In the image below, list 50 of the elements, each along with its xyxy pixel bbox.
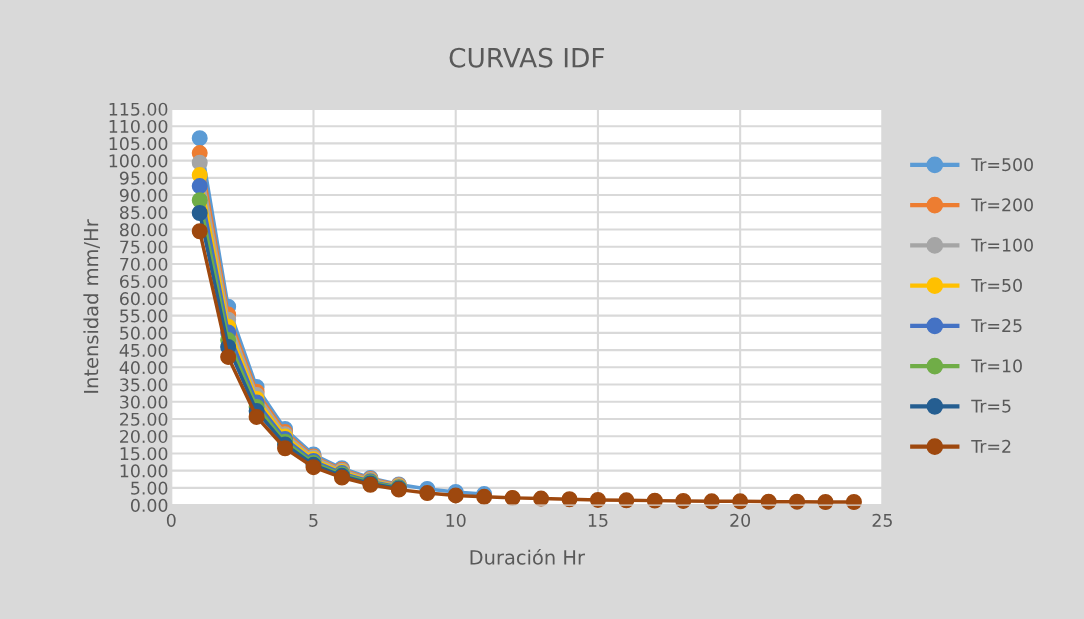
- x-tick-label: 5: [309, 513, 318, 527]
- point: [191, 223, 208, 240]
- point: [191, 204, 208, 221]
- point: [248, 408, 265, 425]
- point: [277, 440, 294, 457]
- x-tick-label: 10: [446, 513, 466, 527]
- legend-label: Tr=50: [971, 278, 1022, 292]
- y-tick-label: 100.00: [109, 154, 168, 168]
- y-tick-label: 70.00: [120, 257, 168, 271]
- y-tick-label: 110.00: [109, 119, 168, 134]
- x-tick-label: 20: [730, 513, 751, 527]
- x-tick-label: 0: [166, 513, 176, 527]
- y-tick-label: 10.00: [120, 464, 168, 478]
- x-tick-label: 15: [588, 513, 608, 527]
- y-tick-label: 35.00: [120, 378, 168, 392]
- chart-title: CURVAS IDF: [449, 47, 605, 68]
- y-tick-label: 15.00: [120, 447, 168, 461]
- y-tick-label: 40.00: [119, 361, 168, 375]
- legend-label: Tr=200: [971, 198, 1033, 212]
- legend-label: Tr=2: [971, 439, 1011, 453]
- y-tick-label: 95.00: [119, 171, 168, 185]
- y-tick-label: 30.00: [120, 395, 168, 409]
- y-tick-label: 105.00: [109, 137, 168, 151]
- y-tick-label: 85.00: [119, 206, 168, 220]
- y-tick-label: 80.00: [119, 223, 168, 237]
- point: [191, 178, 208, 195]
- legend-label: Tr=25: [971, 319, 1022, 333]
- y-axis-title: Intensidad mm/Hr: [83, 219, 100, 393]
- y-tick-label: 45.00: [119, 343, 168, 357]
- legend-label: Tr=500: [971, 158, 1033, 172]
- y-tick-label: 90.00: [119, 188, 168, 202]
- y-tick-label: 50.00: [120, 326, 168, 340]
- point: [191, 130, 208, 147]
- y-tick-label: 60.00: [120, 292, 168, 306]
- y-tick-label: 0.00: [130, 498, 168, 512]
- legend-label: Tr=10: [971, 359, 1022, 373]
- y-tick-label: 25.00: [120, 412, 168, 426]
- y-tick-label: 5.00: [131, 481, 168, 495]
- x-tick-label: 25: [872, 513, 892, 527]
- point: [504, 489, 521, 506]
- point: [419, 485, 436, 502]
- x-axis-title: Duración Hr: [470, 548, 585, 565]
- legend-label: Tr=5: [971, 399, 1011, 413]
- y-tick-label: 75.00: [120, 240, 168, 254]
- y-tick-label: 65.00: [120, 274, 168, 289]
- y-tick-label: 20.00: [120, 429, 168, 444]
- y-tick-label: 55.00: [120, 309, 168, 323]
- point: [220, 348, 237, 365]
- y-tick-label: 115.00: [109, 102, 168, 116]
- legend-label: Tr=100: [971, 238, 1033, 252]
